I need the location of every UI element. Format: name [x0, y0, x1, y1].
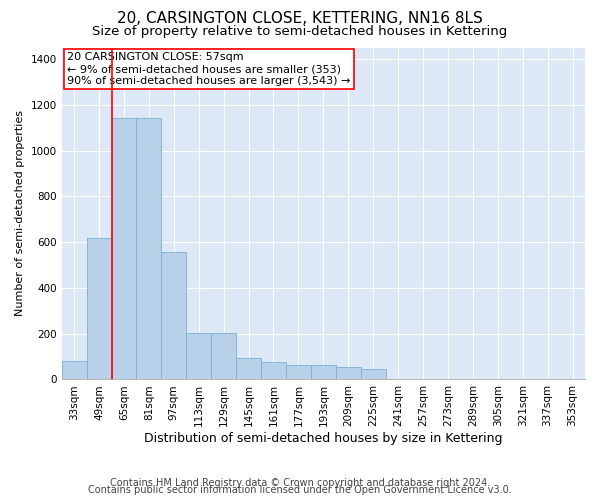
Bar — [236, 358, 261, 380]
Bar — [311, 364, 336, 380]
Text: 20, CARSINGTON CLOSE, KETTERING, NN16 8LS: 20, CARSINGTON CLOSE, KETTERING, NN16 8L… — [117, 11, 483, 26]
Bar — [86, 238, 112, 380]
Bar — [136, 118, 161, 380]
Bar — [286, 364, 311, 380]
Text: Size of property relative to semi-detached houses in Kettering: Size of property relative to semi-detach… — [92, 25, 508, 38]
Bar — [211, 332, 236, 380]
Bar — [112, 118, 136, 380]
Y-axis label: Number of semi-detached properties: Number of semi-detached properties — [15, 110, 25, 316]
X-axis label: Distribution of semi-detached houses by size in Kettering: Distribution of semi-detached houses by … — [144, 432, 503, 445]
Bar — [361, 369, 386, 380]
Bar — [62, 361, 86, 380]
Bar — [186, 332, 211, 380]
Bar — [336, 367, 361, 380]
Bar — [161, 252, 186, 380]
Text: Contains HM Land Registry data © Crown copyright and database right 2024.: Contains HM Land Registry data © Crown c… — [110, 478, 490, 488]
Bar — [261, 362, 286, 380]
Text: 20 CARSINGTON CLOSE: 57sqm
← 9% of semi-detached houses are smaller (353)
90% of: 20 CARSINGTON CLOSE: 57sqm ← 9% of semi-… — [67, 52, 350, 86]
Text: Contains public sector information licensed under the Open Government Licence v3: Contains public sector information licen… — [88, 485, 512, 495]
